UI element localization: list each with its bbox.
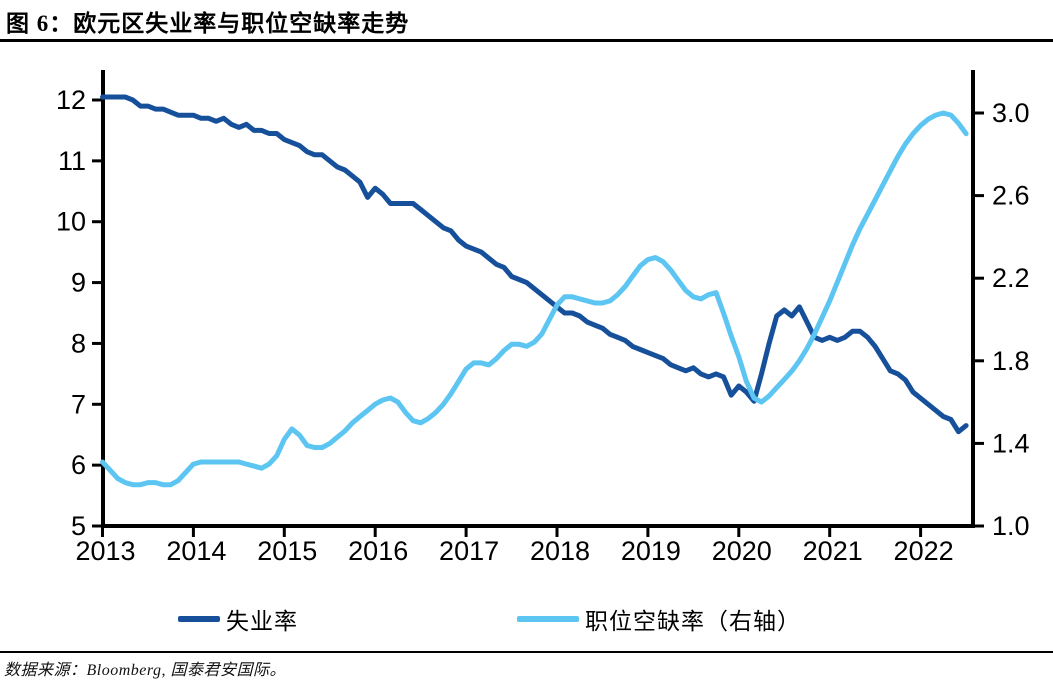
unemployment-line-swatch	[178, 616, 220, 622]
chart-legend: 失业率 职位空缺率（右轴）	[0, 602, 1053, 636]
vacancy-line-swatch	[517, 616, 579, 622]
figure-title-row: 图 6：欧元区失业率与职位空缺率走势	[6, 4, 1046, 38]
vacancy-line	[100, 110, 969, 488]
line-chart: 5 6 7 8 9 10 11 12 1.0 1.4 1.8 2.2 2.6 3.0 2013 2014 201…	[56, 70, 1030, 566]
left-axis-tick-label: 9	[71, 268, 86, 298]
x-axis-tick-label: 2018	[530, 536, 590, 566]
x-axis-tick-label: 2016	[348, 536, 408, 566]
x-axis-tick-label: 2019	[621, 536, 681, 566]
x-axis-tick-label: 2017	[439, 536, 499, 566]
left-axis-tick-label: 8	[71, 328, 86, 358]
left-axis-tick-label: 7	[71, 389, 86, 419]
left-axis-tick-label: 10	[56, 207, 86, 237]
x-axis-tick-label: 2013	[75, 536, 135, 566]
left-axis-tick-label: 11	[58, 146, 86, 176]
footer-divider	[0, 651, 1053, 653]
right-axis-tick-label: 1.8	[992, 346, 1030, 376]
legend-item-vacancy: 职位空缺率（右轴）	[517, 602, 801, 636]
left-axis-tick-label: 12	[56, 85, 86, 115]
right-axis-tick-label: 2.2	[992, 263, 1030, 293]
x-axis-tick-label: 2014	[166, 536, 226, 566]
legend-item-unemployment: 失业率	[178, 602, 298, 636]
x-axis-tick-label: 2020	[712, 536, 772, 566]
right-axis-tick-label: 2.6	[992, 181, 1030, 211]
x-axis-tick-label: 2021	[803, 536, 863, 566]
right-axis-tick-label: 1.0	[992, 511, 1030, 541]
right-axis-tick-label: 1.4	[992, 428, 1030, 458]
x-axis-tick-label: 2022	[894, 536, 954, 566]
left-axis-tick-label: 6	[71, 450, 86, 480]
unemployment-line	[100, 94, 969, 435]
figure-title: 图 6：欧元区失业率与职位空缺率走势	[6, 11, 410, 36]
legend-label-unemployment: 失业率	[226, 609, 298, 634]
right-axis-tick-label: 3.0	[992, 98, 1030, 128]
x-axis-tick-label: 2015	[257, 536, 317, 566]
left-axis-tick-label: 5	[71, 511, 86, 541]
data-source-note: 数据来源：Bloomberg, 国泰君安国际。	[4, 662, 287, 679]
legend-label-vacancy: 职位空缺率（右轴）	[585, 609, 801, 634]
title-divider	[0, 39, 1053, 42]
